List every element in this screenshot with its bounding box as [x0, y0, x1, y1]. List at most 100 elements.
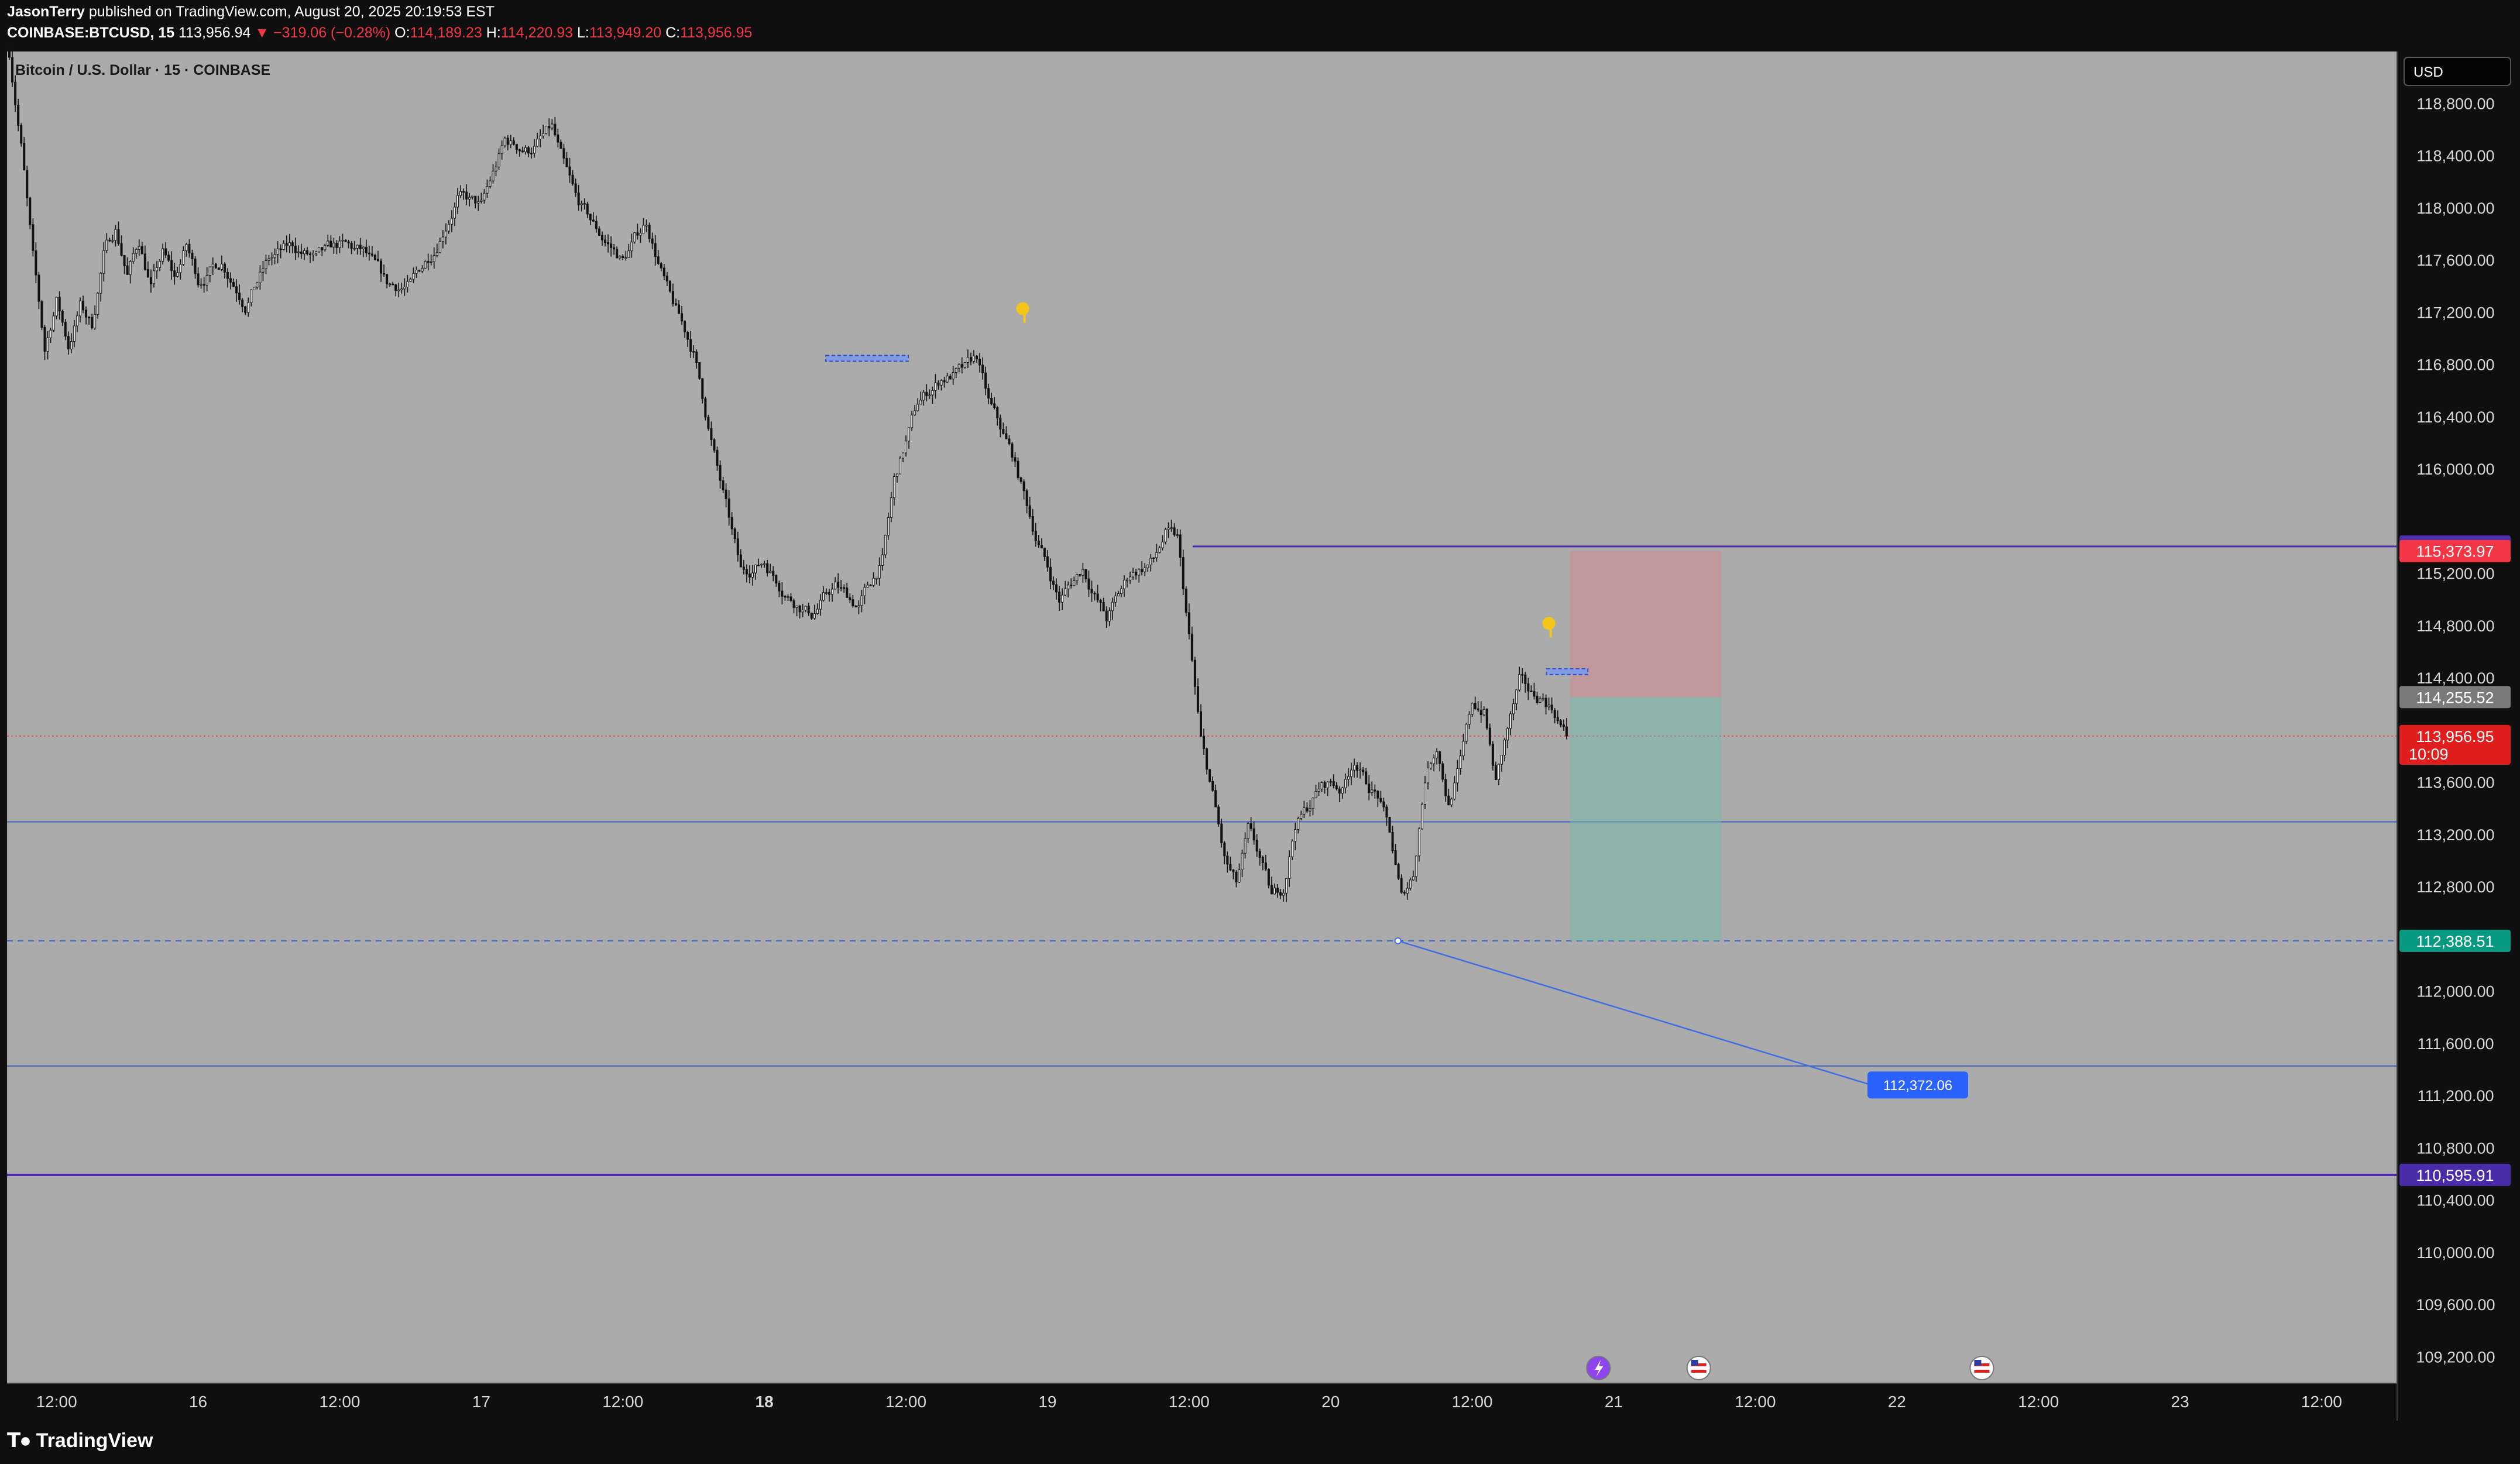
horizontal-levels[interactable] [7, 545, 2397, 1176]
candle-body [890, 497, 892, 518]
us-flag-event-icon[interactable] [1969, 1356, 1994, 1380]
event-markers[interactable] [1586, 1356, 1994, 1380]
currency-button[interactable] [2404, 57, 2511, 86]
candle-body [276, 248, 279, 255]
candle-body [1462, 741, 1465, 757]
zone-rectangle[interactable] [825, 355, 909, 362]
short-position-tool[interactable] [1570, 551, 1721, 941]
candle-body [91, 317, 94, 329]
candle-body [580, 203, 583, 205]
candle-body [465, 191, 468, 200]
candle-body [1368, 783, 1371, 793]
price-axis-ticks: 118,800.00 118,400.00 118,000.00 117,600.00… [2416, 95, 2495, 1366]
candle-body [327, 240, 329, 246]
candle-body [908, 427, 911, 442]
candle-body [1474, 703, 1477, 709]
candle-body [1235, 871, 1238, 882]
candle-body [1477, 708, 1479, 710]
candle-body [208, 266, 211, 276]
ohlc-line: COINBASE:BTCUSD, 15 113,956.94 ▼ −319.06… [7, 25, 752, 42]
candle-body [681, 313, 684, 322]
open-value: 114,189.23 [410, 25, 482, 41]
candle-body [863, 587, 866, 596]
trend-line-label-box[interactable] [1867, 1071, 1968, 1099]
time-tick-label: 12:00 [2301, 1393, 2342, 1411]
take-profit-zone[interactable] [1570, 697, 1721, 941]
price-tick-label: 117,200.00 [2416, 304, 2494, 321]
candle-body [789, 596, 792, 601]
candle-body [1267, 869, 1270, 886]
candle-body [1249, 823, 1252, 829]
flag-stripe [1691, 1363, 1707, 1366]
time-tick-label: 12:00 [1735, 1393, 1776, 1411]
candle-body [1064, 588, 1067, 596]
candle-body [1264, 862, 1267, 870]
drawings[interactable]: 112,372.06 [825, 302, 1968, 1099]
candle-body [565, 157, 568, 167]
price-axis[interactable] [2397, 51, 2520, 1383]
candle-body [698, 362, 701, 379]
flag-marker-icon[interactable] [1542, 617, 1556, 630]
candle-body [238, 293, 241, 301]
candle-body [432, 255, 435, 262]
candle-body [536, 139, 539, 147]
candle-body [146, 269, 149, 278]
high-label: H: [486, 25, 501, 41]
candle-body [710, 428, 713, 441]
candle-body [1403, 892, 1406, 894]
candle-body [757, 565, 760, 566]
candle-body [1176, 534, 1179, 536]
price-chart[interactable]: 112,372.06 Bitcoin / U.S. Dollar · 15 · … [0, 0, 2520, 1421]
author-name[interactable]: JasonTerry [7, 4, 85, 20]
flag-marker-icon[interactable] [1016, 302, 1029, 315]
candle-body [1347, 776, 1350, 780]
candle-body [1144, 568, 1146, 572]
candle-body [733, 528, 736, 539]
tradingview-logo[interactable]: 𝗧● TradingView [7, 1429, 153, 1452]
time-axis[interactable] [7, 1383, 2397, 1421]
candle-body [963, 362, 966, 368]
candle-body [1164, 529, 1167, 542]
candle-body [1438, 751, 1441, 764]
candle-body [232, 281, 235, 287]
candle-body [1485, 709, 1488, 728]
candle-body [353, 248, 356, 250]
us-flag-event-icon[interactable] [1686, 1356, 1711, 1380]
candle-body [1125, 579, 1129, 582]
candle-body [474, 195, 477, 204]
candle-body [1406, 888, 1409, 894]
candle-body [1031, 516, 1034, 532]
last-price: 113,956.94 [178, 25, 251, 41]
candle-body [872, 578, 875, 586]
candle-body [459, 191, 462, 196]
candle-body [1536, 696, 1539, 703]
candle-body [288, 242, 291, 246]
candle-body [1279, 892, 1282, 896]
price-tick-label: 111,200.00 [2417, 1087, 2494, 1105]
candle-body [1211, 781, 1214, 791]
candle-body [810, 613, 813, 619]
candle-body [1515, 689, 1518, 704]
candle-body [1090, 589, 1093, 594]
candle-body [660, 263, 662, 269]
candle-body [46, 337, 49, 352]
brand-name: TradingView [36, 1429, 153, 1452]
candle-body [229, 278, 232, 283]
candle-body [828, 592, 831, 595]
candle-body [170, 260, 173, 272]
trend-line[interactable] [1398, 940, 1874, 1087]
candle-body [860, 595, 863, 606]
chart-title: Bitcoin / U.S. Dollar · 15 · COINBASE [15, 62, 270, 78]
stop-loss-zone[interactable] [1570, 551, 1721, 697]
candle-body [1533, 690, 1536, 697]
candle-body [55, 297, 58, 317]
candle-body [1002, 429, 1005, 434]
candle-body [524, 147, 527, 153]
candle-body [1344, 779, 1347, 788]
candle-body [925, 391, 928, 396]
trend-line-anchor[interactable] [1394, 937, 1402, 944]
price-axis-label: 113,956.95 [2416, 728, 2494, 745]
candle-body [1530, 690, 1533, 692]
candle-body [984, 372, 987, 389]
zone-rectangle[interactable] [1546, 668, 1589, 675]
